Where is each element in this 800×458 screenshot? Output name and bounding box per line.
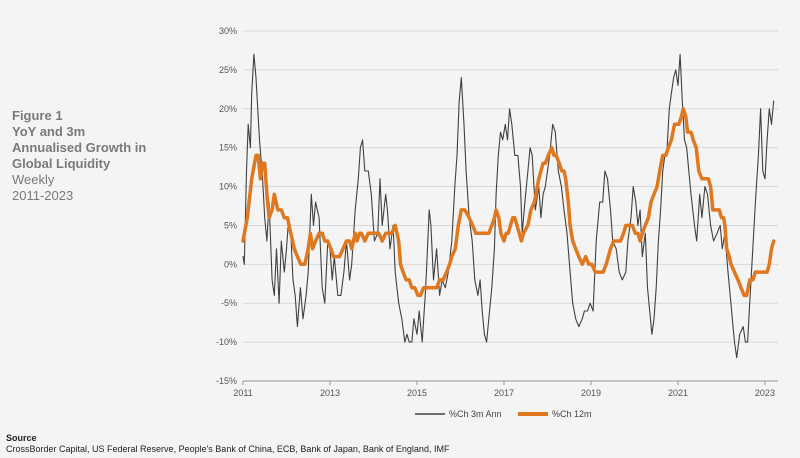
title-line-2: Annualised Growth in: [12, 140, 147, 155]
y-tick-label: 15%: [219, 143, 237, 153]
x-tick-label: 2013: [320, 388, 340, 398]
y-tick-label: -15%: [216, 376, 237, 386]
source-block: Source CrossBorder Capital, US Federal R…: [6, 433, 449, 455]
series-3m-line: [242, 53, 775, 359]
source-text: CrossBorder Capital, US Federal Reserve,…: [6, 444, 450, 454]
x-tick-label: 2017: [494, 388, 514, 398]
title-line-1: YoY and 3m: [12, 124, 86, 139]
title-line-3: Global Liquidity: [12, 156, 111, 171]
x-tick-label: 2023: [755, 388, 775, 398]
y-tick-label: 20%: [219, 104, 237, 114]
series-12m-line: [241, 107, 776, 298]
x-tick-label: 2015: [407, 388, 427, 398]
liquidity-chart: -15% -10% -5% 0% 5% 10% 15% 20% 25% 30% 2011 2013 20…: [216, 26, 778, 419]
y-tick-label: 0%: [224, 259, 237, 269]
x-tick-label: 2021: [668, 388, 688, 398]
figure-caption: Figure 1 YoY and 3m Annualised Growth in…: [12, 108, 182, 204]
x-tick-label: 2019: [581, 388, 601, 398]
period-label: 2011-2023: [12, 188, 74, 203]
y-tick-label: -5%: [221, 298, 237, 308]
x-tick-label: 2011: [233, 388, 252, 398]
source-heading: Source: [6, 433, 37, 443]
y-tick-label: 30%: [219, 26, 237, 36]
legend-label: %Ch 12m: [552, 409, 592, 419]
y-tick-label: 5%: [224, 220, 237, 230]
y-tick-label: 10%: [219, 182, 237, 192]
y-tick-label: -10%: [216, 337, 237, 347]
legend-label: %Ch 3m Ann: [449, 409, 502, 419]
y-tick-label: 25%: [219, 65, 237, 75]
figure-label: Figure 1: [12, 108, 63, 123]
frequency-label: Weekly: [12, 172, 55, 187]
